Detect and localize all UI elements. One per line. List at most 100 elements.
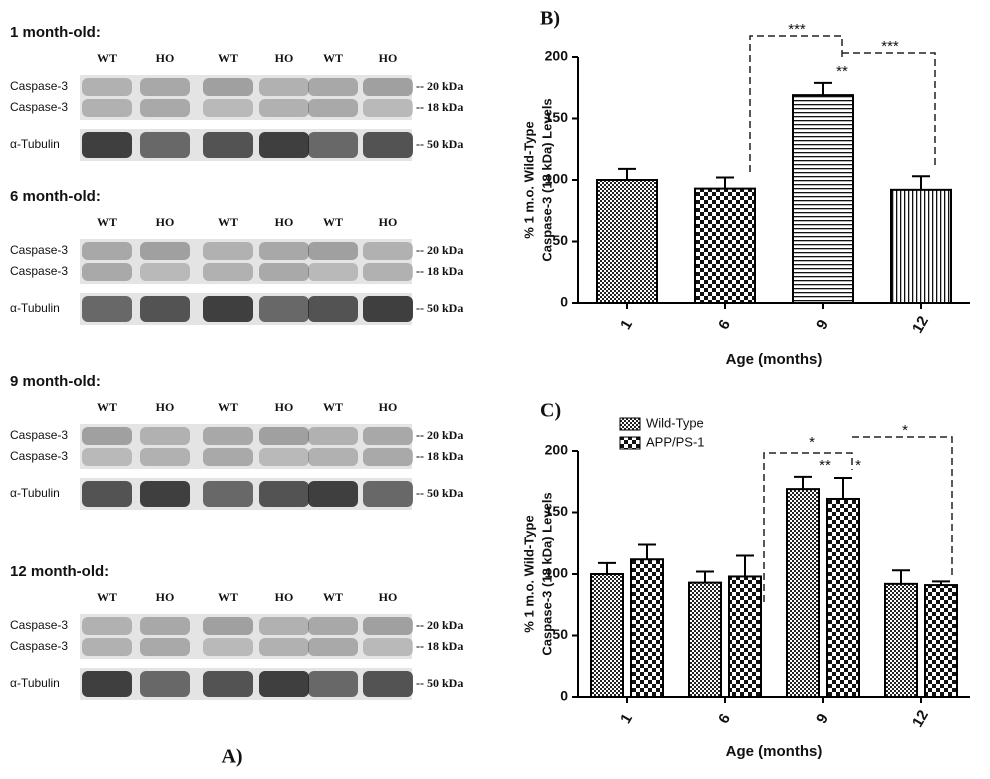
lane-label: WT — [97, 400, 117, 414]
band — [82, 132, 132, 158]
band — [259, 296, 309, 322]
significance-bracket — [749, 35, 843, 172]
bar — [590, 573, 624, 698]
band — [140, 78, 190, 96]
band — [140, 132, 190, 158]
error-bar — [794, 475, 812, 490]
size-label: -- 50 kDa — [416, 676, 463, 690]
band — [308, 427, 358, 445]
row-label: Caspase-3 — [10, 449, 68, 463]
row-label: α-Tubulin — [10, 486, 60, 500]
row-label: Caspase-3 — [10, 428, 68, 442]
lane-label: HO — [156, 400, 175, 414]
blot-strip — [80, 424, 412, 448]
band — [363, 427, 413, 445]
significance-label: * — [902, 422, 908, 439]
error-bar — [696, 570, 714, 583]
blot-strip — [80, 614, 412, 638]
size-label: -- 20 kDa — [416, 618, 463, 632]
lane-label: HO — [156, 215, 175, 229]
significance-bracket — [852, 436, 953, 578]
error-bar — [618, 167, 636, 180]
band — [203, 242, 253, 260]
error-bar — [638, 543, 656, 560]
lane-label: WT — [218, 51, 238, 65]
size-label: -- 18 kDa — [416, 639, 463, 653]
bar — [786, 488, 820, 698]
lane-label: WT — [323, 51, 343, 65]
band — [363, 617, 413, 635]
size-label: -- 50 kDa — [416, 486, 463, 500]
panel-label: C) — [540, 400, 561, 422]
band — [82, 448, 132, 466]
band — [259, 263, 309, 281]
legend-swatch — [619, 436, 641, 450]
band — [140, 617, 190, 635]
lane-label: HO — [275, 400, 294, 414]
lane-label: HO — [275, 51, 294, 65]
row-label: α-Tubulin — [10, 676, 60, 690]
band — [203, 481, 253, 507]
row-label: Caspase-3 — [10, 100, 68, 114]
band — [363, 99, 413, 117]
y-tick-label: 100 — [545, 565, 569, 581]
lane-label: WT — [218, 590, 238, 604]
lane-label: HO — [379, 400, 398, 414]
x-tick-label: 1 — [617, 317, 636, 333]
error-bar — [932, 580, 950, 586]
bar — [596, 179, 658, 304]
band — [259, 671, 309, 697]
band — [82, 78, 132, 96]
bar — [694, 187, 756, 304]
y-tick-label: 200 — [545, 442, 569, 458]
band — [82, 242, 132, 260]
blot-strip — [80, 260, 412, 284]
bar — [924, 584, 958, 699]
y-axis-label: % 1 m.o. Wild-Type — [521, 515, 536, 632]
band — [203, 99, 253, 117]
blot-strip — [80, 96, 412, 120]
band — [203, 617, 253, 635]
band — [308, 617, 358, 635]
bar — [688, 581, 722, 698]
band — [363, 296, 413, 322]
row-label: Caspase-3 — [10, 264, 68, 278]
band — [259, 78, 309, 96]
bar — [630, 558, 664, 698]
band — [140, 638, 190, 656]
y-tick-label: 0 — [560, 688, 568, 704]
blot-strip — [80, 75, 412, 99]
y-axis-label: Caspase-3 (18 kDa) Levels — [539, 492, 554, 655]
y-axis-label: % 1 m.o. Wild-Type — [521, 121, 536, 238]
lane-label: WT — [97, 51, 117, 65]
band — [203, 638, 253, 656]
blot-title: 6 month-old: — [10, 188, 101, 205]
band — [140, 427, 190, 445]
band — [363, 671, 413, 697]
blot-title: 1 month-old: — [10, 24, 101, 41]
band — [82, 427, 132, 445]
lane-label: HO — [379, 590, 398, 604]
band — [82, 671, 132, 697]
band — [308, 481, 358, 507]
size-label: -- 18 kDa — [416, 449, 463, 463]
legend-label: Wild-Type — [646, 415, 704, 430]
panel-label: A) — [221, 746, 242, 768]
blot-title: 12 month-old: — [10, 563, 109, 580]
band — [259, 99, 309, 117]
bar — [884, 582, 918, 699]
size-label: -- 50 kDa — [416, 137, 463, 151]
lane-label: WT — [218, 215, 238, 229]
band — [363, 132, 413, 158]
band — [259, 448, 309, 466]
row-label: Caspase-3 — [10, 618, 68, 632]
x-tick-label: 9 — [813, 711, 832, 727]
significance-label: ** — [819, 457, 831, 474]
x-tick-label: 9 — [813, 317, 832, 333]
band — [82, 617, 132, 635]
band — [203, 427, 253, 445]
band — [203, 132, 253, 158]
error-bar — [716, 176, 734, 189]
x-tick-label: 12 — [909, 707, 932, 730]
band — [203, 78, 253, 96]
